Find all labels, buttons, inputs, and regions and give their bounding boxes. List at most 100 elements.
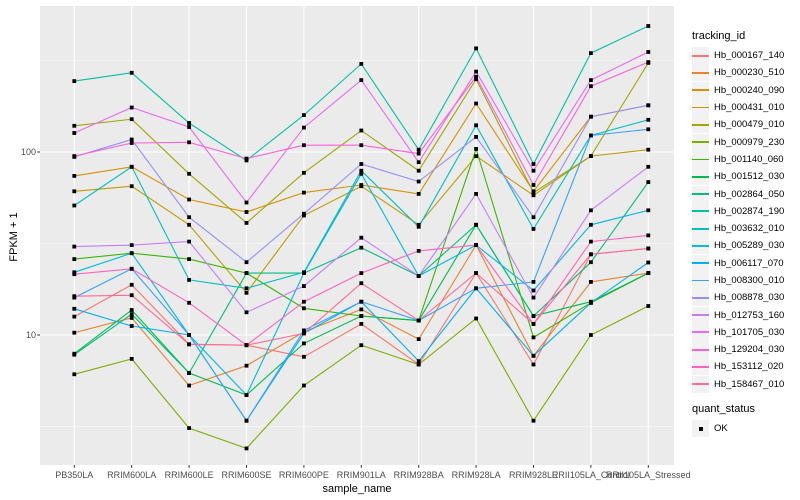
data-point [129,324,134,328]
legend-item-label: OK [714,423,728,435]
data-point [187,333,191,337]
data-point [474,69,478,74]
data-point [474,147,478,151]
x-tick-label: RRIM928LA [451,470,501,480]
legend-key-swatch [692,323,709,341]
legend-line-icon [692,210,709,213]
data-point [129,105,134,110]
data-point [72,352,77,357]
data-point [359,271,364,275]
x-tick-label: PB350LA [55,470,94,480]
data-point [129,137,134,142]
data-point [359,307,364,312]
data-point [359,184,364,189]
legend-item-label: Hb_000479_010 [714,119,785,131]
data-point [187,426,191,430]
legend-item-label: Hb_008300_010 [714,275,785,286]
data-point [72,257,77,261]
data-point [416,359,421,363]
data-point [474,101,478,106]
data-point [244,271,249,275]
legend-key-swatch [692,237,709,255]
data-point [72,154,77,158]
legend-key-swatch [692,168,709,186]
data-point [187,300,191,305]
data-point [72,330,77,335]
legend-item-Hb_008300_010: Hb_008300_010 [692,272,798,289]
legend-line-icon [692,245,709,247]
data-point [244,310,249,315]
data-point [531,215,536,220]
data-point [302,284,306,288]
legend-key-swatch [692,306,709,324]
data-point [416,147,421,152]
legend-key-swatch [692,116,709,134]
legend-line-icon [692,123,709,126]
data-point [359,168,364,173]
legend-line-icon [692,279,709,282]
legend-key-swatch [692,47,709,65]
data-point [187,239,191,244]
legend-series-items: Hb_000167_140 Hb_000230_510 Hb_000240_090 H… [692,47,798,393]
legend-line-icon [692,158,709,161]
data-point [646,271,651,275]
legend-item-Hb_003632_010: Hb_003632_010 [692,220,798,238]
data-point [646,60,651,64]
data-point [416,362,421,367]
legend-item-Hb_158467_010: Hb_158467_010 [692,375,798,393]
data-point [129,357,134,361]
data-point [474,243,478,247]
legend-item-Hb_008878_030: Hb_008878_030 [692,289,798,307]
data-point [359,281,364,286]
data-point [129,243,134,247]
data-point [302,113,306,117]
data-point [416,179,421,184]
data-point [416,168,421,173]
data-point [589,222,593,227]
data-point [359,299,364,304]
legend-line-icon [692,193,709,195]
data-point [187,215,191,220]
legend-item-label: Hb_001140_060 [714,153,784,165]
y-tick-label: 10 [25,329,36,340]
data-point [129,266,134,271]
data-point [244,393,249,397]
legend: tracking_id Hb_000167_140 Hb_000230_510 Hb… [692,30,798,438]
data-point [474,135,478,139]
data-point [359,78,364,82]
data-point [416,318,421,323]
legend-key-swatch [692,185,709,203]
data-point [646,117,651,122]
data-point [589,260,593,265]
x-tick-label: RRIM928LE [508,470,559,480]
data-point [129,308,134,312]
data-point [646,180,651,184]
data-point [416,222,421,227]
data-point [359,128,364,133]
legend-item-label: Hb_008878_030 [714,292,785,304]
black-square-icon [698,426,703,431]
legend-item-label: Hb_000230_510 [714,67,785,79]
data-point [531,280,536,284]
legend-line-icon [692,175,709,178]
data-point [589,154,593,158]
legend-title-quant-status: quant_status [692,402,755,415]
data-point [416,224,421,229]
data-point [416,249,421,253]
data-point [531,418,536,423]
legend-line-icon [692,262,709,265]
data-point [359,235,364,240]
legend-line-icon [692,296,709,299]
legend-line-icon [692,89,709,92]
data-point [531,183,536,187]
data-point [531,168,536,173]
data-point [359,245,364,250]
data-point [474,123,478,128]
data-point [302,328,306,333]
data-point [646,233,651,238]
legend-line-icon [692,314,709,316]
data-point [187,383,191,388]
legend-line-icon [692,72,709,74]
data-point [244,343,249,348]
